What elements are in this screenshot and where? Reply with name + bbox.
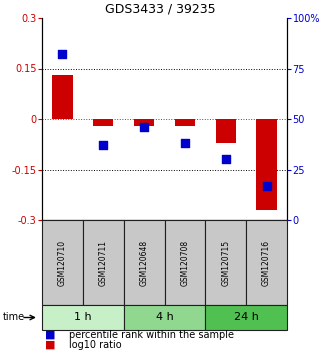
- Text: GSM120716: GSM120716: [262, 239, 271, 286]
- Point: [60, 52, 65, 57]
- Text: percentile rank within the sample: percentile rank within the sample: [69, 330, 234, 340]
- Point: [264, 183, 269, 188]
- Text: GSM120710: GSM120710: [58, 239, 67, 286]
- Bar: [93, 119, 113, 126]
- Text: GSM120711: GSM120711: [99, 240, 108, 285]
- Point: [142, 124, 147, 130]
- Bar: [134, 119, 154, 126]
- Point: [101, 142, 106, 148]
- Bar: [256, 119, 277, 210]
- Bar: [52, 75, 73, 119]
- Text: GDS3433 / 39235: GDS3433 / 39235: [105, 2, 216, 15]
- Text: GSM120715: GSM120715: [221, 239, 230, 286]
- Text: time: time: [3, 313, 25, 322]
- Text: GSM120648: GSM120648: [140, 239, 149, 286]
- Point: [223, 156, 228, 162]
- Text: 24 h: 24 h: [234, 313, 259, 322]
- Point: [182, 141, 187, 146]
- Text: ■: ■: [45, 340, 56, 350]
- Text: GSM120708: GSM120708: [180, 239, 189, 286]
- Text: 1 h: 1 h: [74, 313, 92, 322]
- Text: 4 h: 4 h: [156, 313, 173, 322]
- Text: log10 ratio: log10 ratio: [69, 340, 122, 350]
- Bar: [215, 119, 236, 143]
- Text: ■: ■: [45, 330, 56, 340]
- Bar: [175, 119, 195, 126]
